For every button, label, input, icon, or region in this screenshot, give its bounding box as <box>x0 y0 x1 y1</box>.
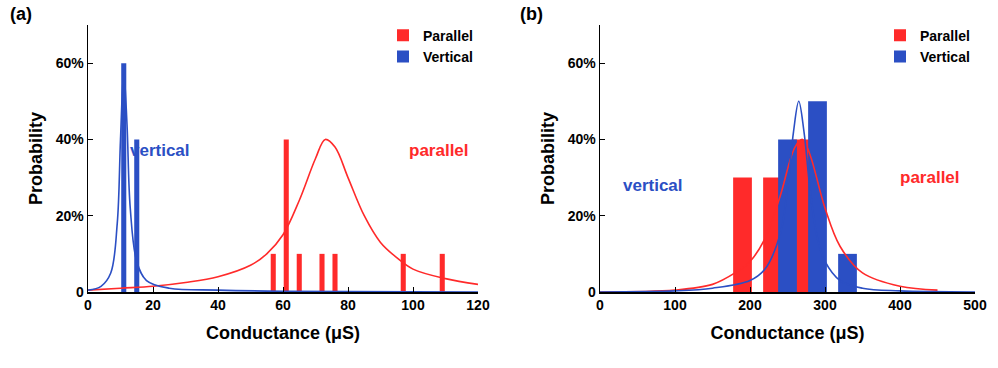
svg-text:(b): (b) <box>520 4 543 24</box>
svg-text:Probability: Probability <box>538 112 558 205</box>
svg-text:Vertical: Vertical <box>423 49 473 65</box>
svg-text:0: 0 <box>76 284 84 300</box>
svg-text:0: 0 <box>596 297 604 313</box>
svg-text:(a): (a) <box>10 4 32 24</box>
svg-text:parallel: parallel <box>409 141 469 160</box>
svg-text:60%: 60% <box>56 55 85 71</box>
svg-text:Vertical: Vertical <box>920 49 970 65</box>
svg-text:0: 0 <box>84 297 92 313</box>
svg-text:0: 0 <box>588 284 596 300</box>
svg-text:120: 120 <box>466 297 490 313</box>
svg-text:Conductance (μS): Conductance (μS) <box>710 323 864 343</box>
svg-text:parallel: parallel <box>900 168 960 187</box>
svg-text:100: 100 <box>663 297 687 313</box>
svg-text:20%: 20% <box>56 208 85 224</box>
svg-text:500: 500 <box>963 297 987 313</box>
svg-text:Probability: Probability <box>26 112 46 205</box>
svg-text:vertical: vertical <box>623 176 683 195</box>
svg-text:60: 60 <box>275 297 291 313</box>
svg-text:200: 200 <box>738 297 762 313</box>
svg-text:Parallel: Parallel <box>423 28 473 44</box>
svg-text:300: 300 <box>813 297 837 313</box>
svg-text:60%: 60% <box>568 55 597 71</box>
svg-text:100: 100 <box>401 297 425 313</box>
svg-text:80: 80 <box>340 297 356 313</box>
svg-text:20%: 20% <box>568 208 597 224</box>
svg-text:20: 20 <box>145 297 161 313</box>
svg-text:40%: 40% <box>56 131 85 147</box>
svg-text:Parallel: Parallel <box>920 28 970 44</box>
svg-text:40%: 40% <box>568 131 597 147</box>
svg-text:Conductance (μS): Conductance (μS) <box>206 323 360 343</box>
svg-text:400: 400 <box>888 297 912 313</box>
svg-text:40: 40 <box>210 297 226 313</box>
svg-text:vertical: vertical <box>130 141 190 160</box>
